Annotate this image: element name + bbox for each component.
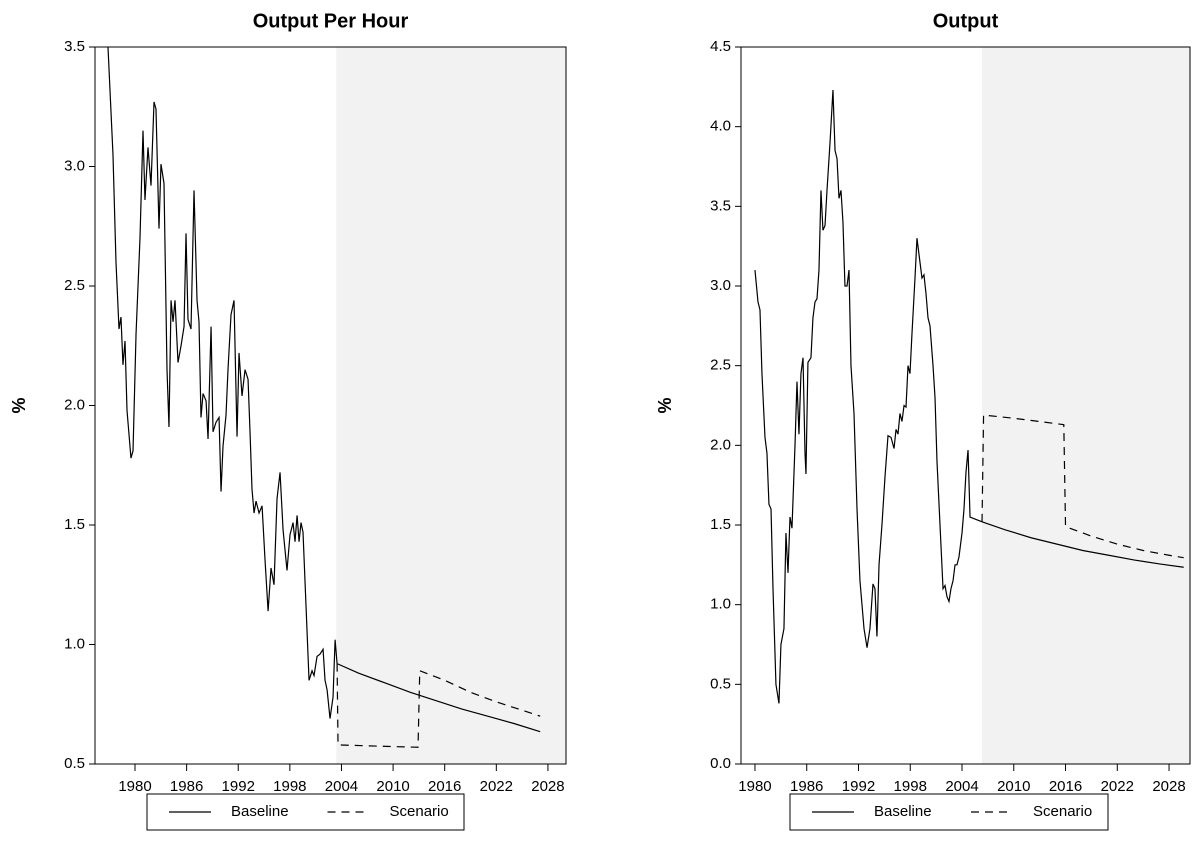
legend-label: Scenario — [390, 803, 449, 820]
y-tick-label: 4.5 — [710, 38, 731, 55]
chart-title: Output Per Hour — [253, 10, 409, 32]
x-tick-label: 1998 — [273, 778, 306, 795]
y-tick-label: 1.5 — [64, 516, 85, 533]
legend-label: Baseline — [874, 803, 932, 820]
y-tick-label: 2.5 — [64, 277, 85, 294]
y-axis-label: % — [655, 397, 675, 413]
y-tick-label: 3.0 — [710, 277, 731, 294]
x-tick-label: 2022 — [480, 778, 513, 795]
x-tick-label: 1980 — [118, 778, 151, 795]
y-tick-label: 1.5 — [710, 516, 731, 533]
y-axis-label: % — [9, 397, 29, 413]
y-tick-label: 3.0 — [64, 157, 85, 174]
x-tick-label: 2028 — [1152, 778, 1185, 795]
legend-box — [146, 793, 465, 831]
x-tick-label: 2004 — [945, 778, 978, 795]
x-tick-label: 1992 — [222, 778, 255, 795]
y-tick-label: 4.0 — [710, 118, 731, 135]
y-tick-label: 3.5 — [710, 197, 731, 214]
series-line — [754, 89, 1184, 704]
x-tick-label: 1986 — [170, 778, 203, 795]
chart-title: Output — [933, 10, 999, 32]
forecast-shade — [982, 47, 1190, 764]
y-tick-label: 0.0 — [710, 755, 731, 772]
y-tick-label: 2.0 — [710, 436, 731, 453]
series-line — [336, 663, 541, 748]
series-line — [981, 414, 1184, 559]
x-tick-label: 2010 — [376, 778, 409, 795]
x-tick-label: 2022 — [1101, 778, 1134, 795]
legend-label: Baseline — [231, 803, 289, 820]
y-tick-label: 0.5 — [64, 755, 85, 772]
x-tick-label: 1992 — [842, 778, 875, 795]
x-tick-label: 2010 — [997, 778, 1030, 795]
x-tick-label: 2016 — [428, 778, 461, 795]
x-tick-label: 1986 — [790, 778, 823, 795]
plot-frame — [740, 46, 1191, 765]
x-tick-label: 1998 — [894, 778, 927, 795]
x-tick-label: 1980 — [738, 778, 771, 795]
x-tick-label: 2016 — [1049, 778, 1082, 795]
x-tick-label: 2028 — [531, 778, 564, 795]
forecast-shade — [336, 47, 566, 764]
y-tick-label: 2.0 — [64, 396, 85, 413]
series-line — [107, 46, 541, 733]
x-tick-label: 2004 — [325, 778, 358, 795]
y-tick-label: 3.5 — [64, 38, 85, 55]
y-tick-label: 1.0 — [710, 596, 731, 613]
legend-label: Scenario — [1033, 803, 1092, 820]
y-tick-label: 0.5 — [710, 675, 731, 692]
y-tick-label: 2.5 — [710, 357, 731, 374]
plot-frame — [94, 46, 567, 765]
y-tick-label: 1.0 — [64, 635, 85, 652]
